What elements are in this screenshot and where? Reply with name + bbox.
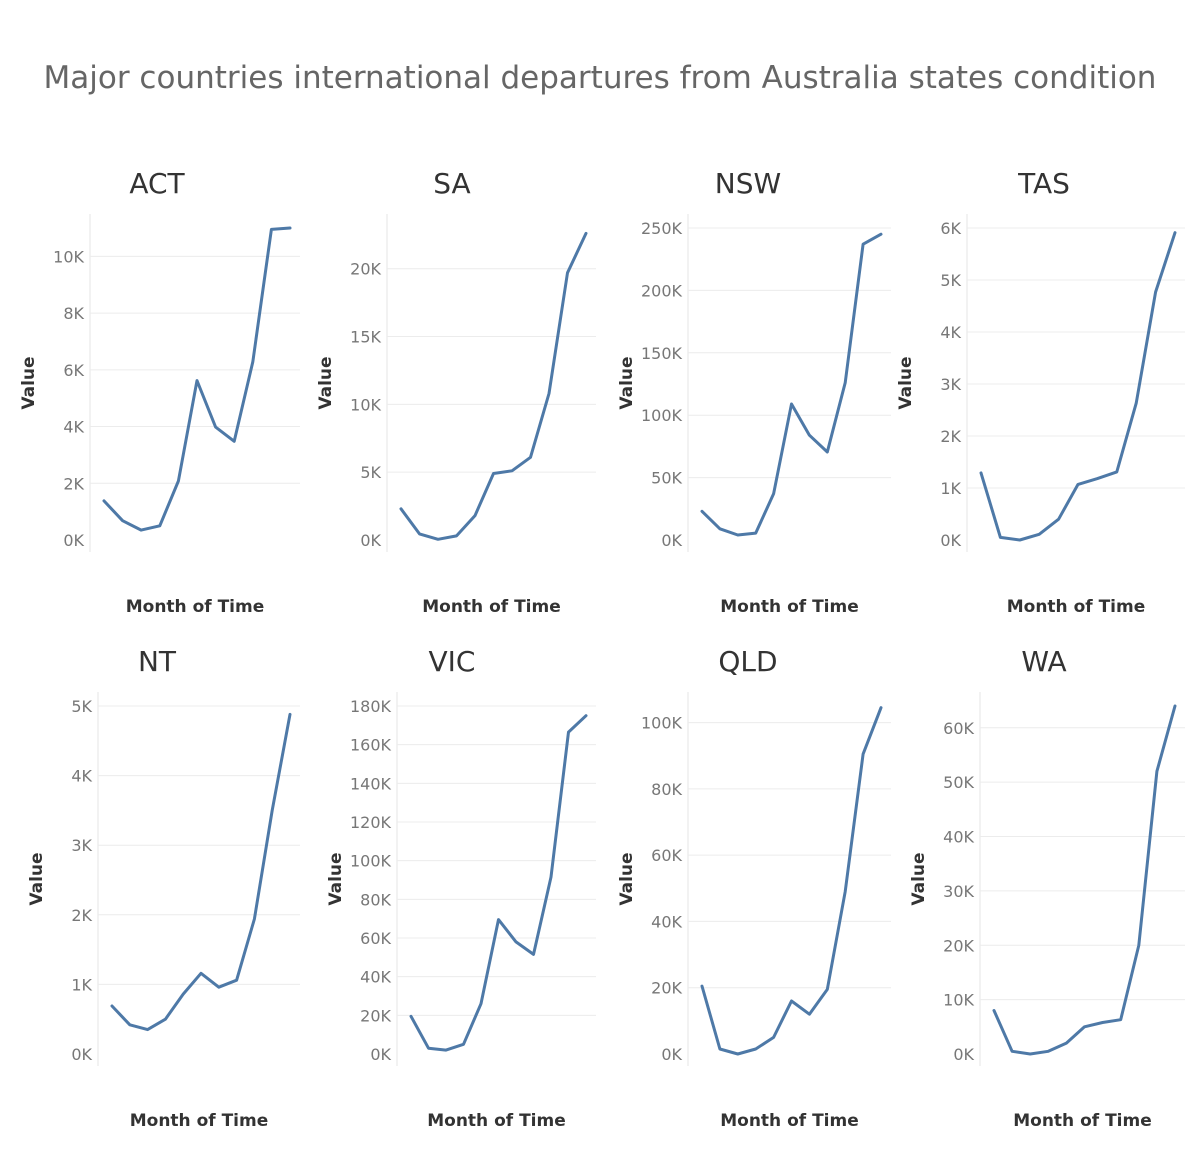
y-tick-label: 2K	[63, 474, 84, 493]
y-tick-label: 40K	[360, 968, 391, 987]
y-tick-label: 15K	[350, 328, 381, 347]
y-axis-label: Value	[27, 852, 47, 905]
y-tick-label: 0K	[953, 1045, 974, 1064]
panel-title: TAS	[1017, 167, 1070, 200]
series-line	[700, 706, 883, 1056]
y-tick-label: 60K	[943, 719, 974, 738]
y-axis-label: Value	[617, 852, 637, 905]
y-tick-label: 5K	[360, 463, 381, 482]
y-tick-label: 5K	[71, 697, 92, 716]
y-tick-label: 1K	[71, 975, 92, 994]
y-tick-label: 80K	[360, 890, 391, 909]
y-tick-label: 120K	[350, 813, 392, 832]
y-tick-label: 3K	[71, 836, 92, 855]
series-line	[992, 704, 1177, 1056]
y-tick-label: 20K	[350, 260, 381, 279]
panel-title: QLD	[718, 645, 777, 678]
x-axis-label: Month of Time	[720, 1111, 859, 1131]
y-tick-label: 20K	[651, 979, 682, 998]
y-tick-label: 80K	[651, 780, 682, 799]
panel-qld: QLD 0K 20K 40K 60K 80K 100K Value Month of Time	[617, 645, 891, 1131]
y-tick-label: 8K	[63, 304, 84, 323]
y-tick-label: 4K	[940, 323, 961, 342]
y-tick-label: 40K	[651, 912, 682, 931]
y-tick-label: 10K	[350, 395, 381, 414]
panel-title: WA	[1021, 645, 1066, 678]
y-tick-label: 20K	[943, 936, 974, 955]
y-tick-label: 180K	[350, 697, 392, 716]
y-axis-label: Value	[909, 852, 929, 905]
y-axis-label: Value	[896, 356, 916, 409]
y-tick-label: 50K	[651, 469, 682, 488]
y-axis-label: Value	[316, 356, 336, 409]
x-axis-label: Month of Time	[422, 597, 561, 617]
y-tick-label: 0K	[360, 531, 381, 550]
y-tick-label: 0K	[370, 1045, 391, 1064]
panel-vic: VIC 0K 20K 40K 60K 80K 100K 120K 140K 160K 180K Val…	[326, 645, 596, 1131]
y-tick-label: 3K	[940, 375, 961, 394]
y-tick-label: 20K	[360, 1006, 391, 1025]
y-tick-label: 2K	[71, 906, 92, 925]
y-tick-label: 4K	[71, 767, 92, 786]
y-tick-label: 100K	[641, 714, 683, 733]
y-tick-label: 40K	[943, 828, 974, 847]
y-tick-label: 5K	[940, 271, 961, 290]
panel-sa: SA 0K 5K 10K 15K 20K Value Month of Time	[316, 167, 596, 617]
panel-title: SA	[433, 167, 470, 200]
y-tick-label: 0K	[940, 531, 961, 550]
x-axis-label: Month of Time	[126, 597, 265, 617]
y-tick-label: 0K	[661, 531, 682, 550]
y-tick-label: 100K	[641, 406, 683, 425]
y-tick-label: 0K	[661, 1045, 682, 1064]
y-axis-label: Value	[326, 852, 346, 905]
panel-title: ACT	[129, 167, 185, 200]
y-tick-label: 250K	[641, 219, 683, 238]
y-tick-label: 30K	[943, 882, 974, 901]
panel-title: NT	[138, 645, 177, 678]
y-tick-label: 150K	[641, 344, 683, 363]
y-tick-label: 0K	[63, 531, 84, 550]
y-tick-label: 160K	[350, 736, 392, 755]
y-tick-label: 60K	[360, 929, 391, 948]
series-line	[409, 714, 588, 1052]
panel-tas: TAS 0K 1K 2K 3K 4K 5K 6K Value Month of Time	[896, 167, 1185, 617]
panel-title: VIC	[429, 645, 476, 678]
panel-act: ACT 0K 2K 4K 6K 8K 10K Value Month of Time	[19, 167, 300, 617]
panel-wa: WA 0K 10K 20K 30K 40K 50K 60K Value Month of Time	[909, 645, 1185, 1131]
panel-nsw: NSW 0K 50K 100K 150K 200K 250K Value Month of Ti…	[617, 167, 891, 617]
chart-title: Major countries international departures…	[43, 60, 1157, 96]
x-axis-label: Month of Time	[1013, 1111, 1152, 1131]
series-line	[700, 232, 883, 537]
y-tick-label: 2K	[940, 427, 961, 446]
x-axis-label: Month of Time	[427, 1111, 566, 1131]
y-tick-label: 100K	[350, 852, 392, 871]
y-tick-label: 6K	[940, 219, 961, 238]
y-tick-label: 1K	[940, 479, 961, 498]
y-tick-label: 4K	[63, 418, 84, 437]
series-line	[399, 231, 588, 541]
y-axis-label: Value	[617, 356, 637, 409]
y-tick-label: 10K	[943, 991, 974, 1010]
y-axis-label: Value	[19, 356, 39, 409]
panel-title: NSW	[715, 167, 781, 200]
series-line	[110, 712, 292, 1032]
panel-nt: NT 0K 1K 2K 3K 4K 5K Value Month of Time	[27, 645, 300, 1131]
y-tick-label: 140K	[350, 774, 392, 793]
y-tick-label: 10K	[53, 247, 84, 266]
y-tick-label: 200K	[641, 281, 683, 300]
x-axis-label: Month of Time	[1007, 597, 1146, 617]
y-tick-label: 6K	[63, 361, 84, 380]
y-tick-label: 50K	[943, 773, 974, 792]
series-line	[979, 231, 1177, 542]
y-tick-label: 0K	[71, 1045, 92, 1064]
y-tick-label: 60K	[651, 846, 682, 865]
x-axis-label: Month of Time	[130, 1111, 269, 1131]
series-line	[102, 226, 292, 532]
x-axis-label: Month of Time	[720, 597, 859, 617]
